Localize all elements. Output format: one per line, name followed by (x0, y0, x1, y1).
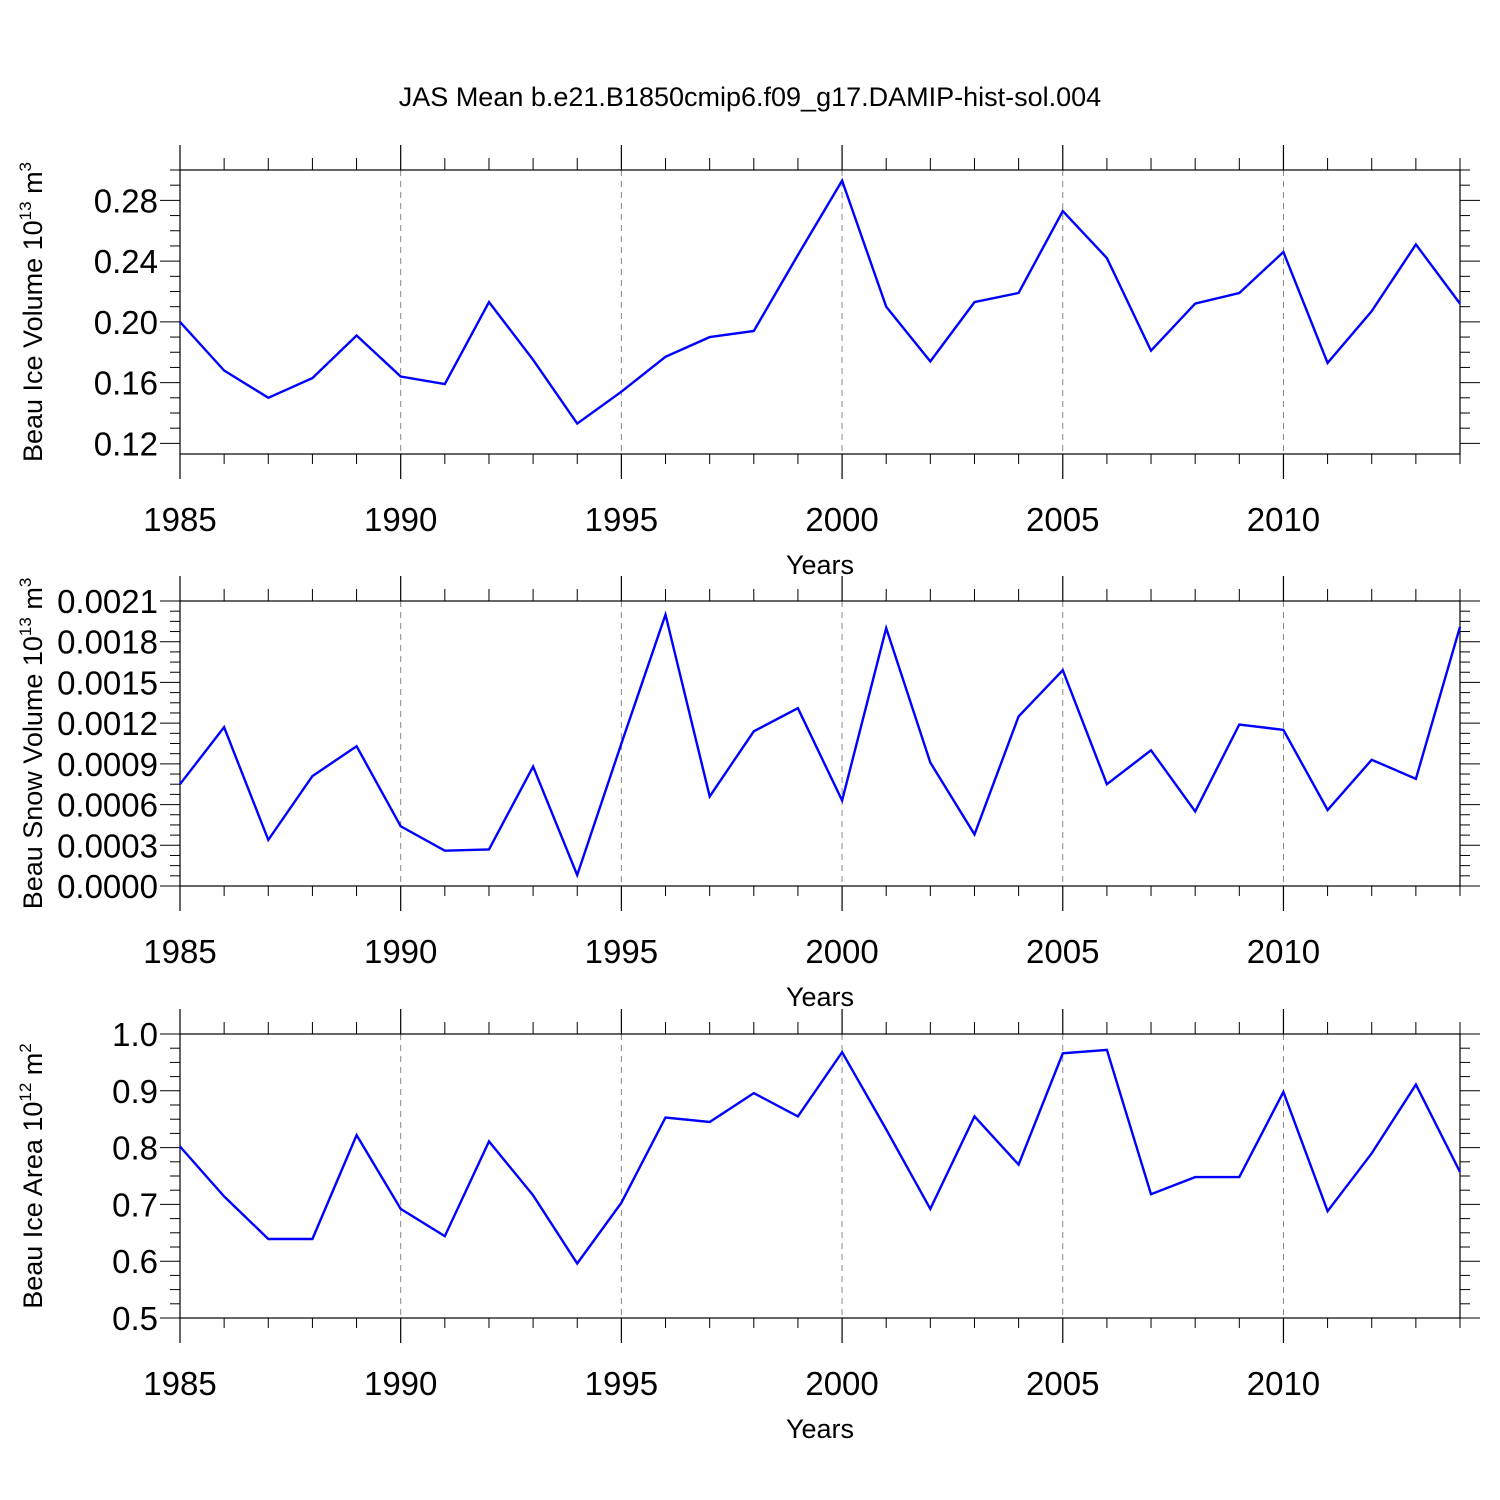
x-tick-label: 2000 (805, 501, 878, 538)
y-tick-label: 0.0021 (57, 583, 158, 620)
y-tick-label: 0.0018 (57, 624, 158, 661)
x-tick-label: 2005 (1026, 933, 1099, 970)
y-tick-label: 0.12 (94, 425, 158, 462)
panel-1: 1985 1990 1995 2000 2005 2010 Years 0.12 0.16 0.2… (16, 145, 1480, 580)
plot-frame (179, 169, 1461, 455)
series-line (179, 610, 1462, 879)
y-tick-label: 0.5 (112, 1300, 158, 1337)
x-tick-label: 2005 (1026, 1365, 1099, 1402)
x-tick-label: 2010 (1247, 933, 1320, 970)
y-tick-label: 0.6 (112, 1243, 158, 1280)
plot-frame (179, 600, 1461, 887)
y-tick-label: 0.24 (94, 243, 158, 280)
y-tick-label: 0.7 (112, 1186, 158, 1223)
x-tick-label: 2000 (805, 1365, 878, 1402)
x-tick-label: 1985 (143, 501, 216, 538)
y-tick-label: 0.0006 (57, 787, 158, 824)
x-tick-label: 1985 (143, 1365, 216, 1402)
panel-3: 1985 1990 1995 2000 2005 2010 Years 0.5 0.6 0.7 0.… (16, 1009, 1480, 1444)
x-axis-label: Years (786, 550, 854, 580)
y-tick-label: 0.9 (112, 1073, 158, 1110)
x-tick-label: 1990 (364, 933, 437, 970)
panels: 1985 1990 1995 2000 2005 2010 Years 0.12 0.16 0.2… (16, 145, 1480, 1444)
x-tick-label: 1990 (364, 501, 437, 538)
y-tick-label: 0.8 (112, 1130, 158, 1167)
y-tick-label: 0.0012 (57, 705, 158, 742)
y-tick-label: 0.0009 (57, 746, 158, 783)
x-tick-label: 1995 (585, 501, 658, 538)
x-tick-label: 1995 (585, 933, 658, 970)
series-line (179, 1048, 1462, 1266)
y-tick-label: 0.28 (94, 182, 158, 219)
x-tick-label: 2000 (805, 933, 878, 970)
y-tick-label: 0.0003 (57, 827, 158, 864)
x-tick-label: 2010 (1247, 501, 1320, 538)
x-axis-label: Years (786, 1414, 854, 1444)
y-tick-label: 0.0015 (57, 664, 158, 701)
x-tick-label: 2005 (1026, 501, 1099, 538)
x-tick-label: 1990 (364, 1365, 437, 1402)
y-axis-label: Beau Ice Area 1012 m2 (16, 1043, 48, 1309)
panel-2: 1985 1990 1995 2000 2005 2010 Years 0.0000 0.000… (16, 576, 1480, 1012)
plot-frame (179, 1033, 1461, 1319)
figure-title: JAS Mean b.e21.B1850cmip6.f09_g17.DAMIP-… (399, 82, 1101, 112)
y-tick-label: 0.0000 (57, 868, 158, 905)
y-tick-label: 0.20 (94, 304, 158, 341)
x-axis-label: Years (786, 982, 854, 1012)
series-line (179, 177, 1461, 426)
y-tick-label: 1.0 (112, 1016, 158, 1053)
x-tick-label: 1985 (143, 933, 216, 970)
x-tick-label: 1995 (585, 1365, 658, 1402)
x-tick-label: 2010 (1247, 1365, 1320, 1402)
y-axis-label: Beau Ice Volume 1013 m3 (16, 162, 48, 462)
y-axis-label: Beau Snow Volume 1013 m3 (16, 578, 48, 910)
y-tick-label: 0.16 (94, 365, 158, 402)
